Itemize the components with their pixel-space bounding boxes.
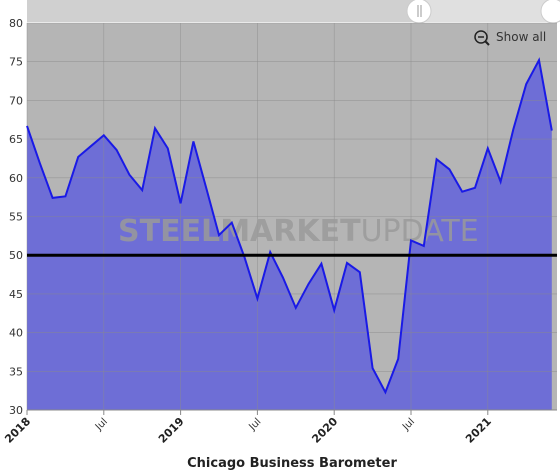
navigator-mask bbox=[27, 0, 419, 22]
x-tick-label: Jul bbox=[93, 416, 110, 433]
zoom-icon bbox=[484, 40, 490, 46]
y-tick-label: 70 bbox=[9, 94, 23, 107]
watermark: STEELMARKETUPDATE bbox=[118, 214, 479, 249]
y-tick-label: 40 bbox=[9, 327, 23, 340]
series-line bbox=[26, 57, 553, 395]
x-tick-label: Jul bbox=[246, 416, 263, 433]
x-tick-label: 2020 bbox=[309, 415, 340, 446]
x-tick-label: 2019 bbox=[156, 415, 187, 446]
y-tick-label: 65 bbox=[9, 133, 23, 146]
y-tick-label: 35 bbox=[9, 365, 23, 378]
x-tick-label: 2018 bbox=[2, 415, 33, 446]
area-fill bbox=[27, 60, 552, 410]
show-all-label[interactable]: Show all bbox=[496, 30, 546, 44]
chart-title: Chicago Business Barometer bbox=[187, 456, 397, 471]
y-tick-label: 55 bbox=[9, 211, 23, 224]
watermark-word: MARKET bbox=[220, 214, 361, 249]
y-tick-label: 80 bbox=[9, 17, 23, 30]
x-tick-label: Jul bbox=[400, 416, 417, 433]
x-tick-label: 2021 bbox=[463, 415, 494, 446]
watermark-word: STEEL bbox=[118, 214, 220, 249]
y-tick-label: 50 bbox=[9, 249, 23, 262]
plot-area bbox=[26, 22, 557, 411]
zoom-icon bbox=[474, 30, 488, 44]
navigator-handle[interactable] bbox=[406, 0, 432, 24]
show-all-button[interactable]: Show all bbox=[474, 30, 546, 46]
y-tick-label: 30 bbox=[9, 404, 23, 417]
y-tick-label: 45 bbox=[9, 288, 23, 301]
y-tick-label: 75 bbox=[9, 56, 23, 69]
y-tick-label: 60 bbox=[9, 172, 23, 185]
